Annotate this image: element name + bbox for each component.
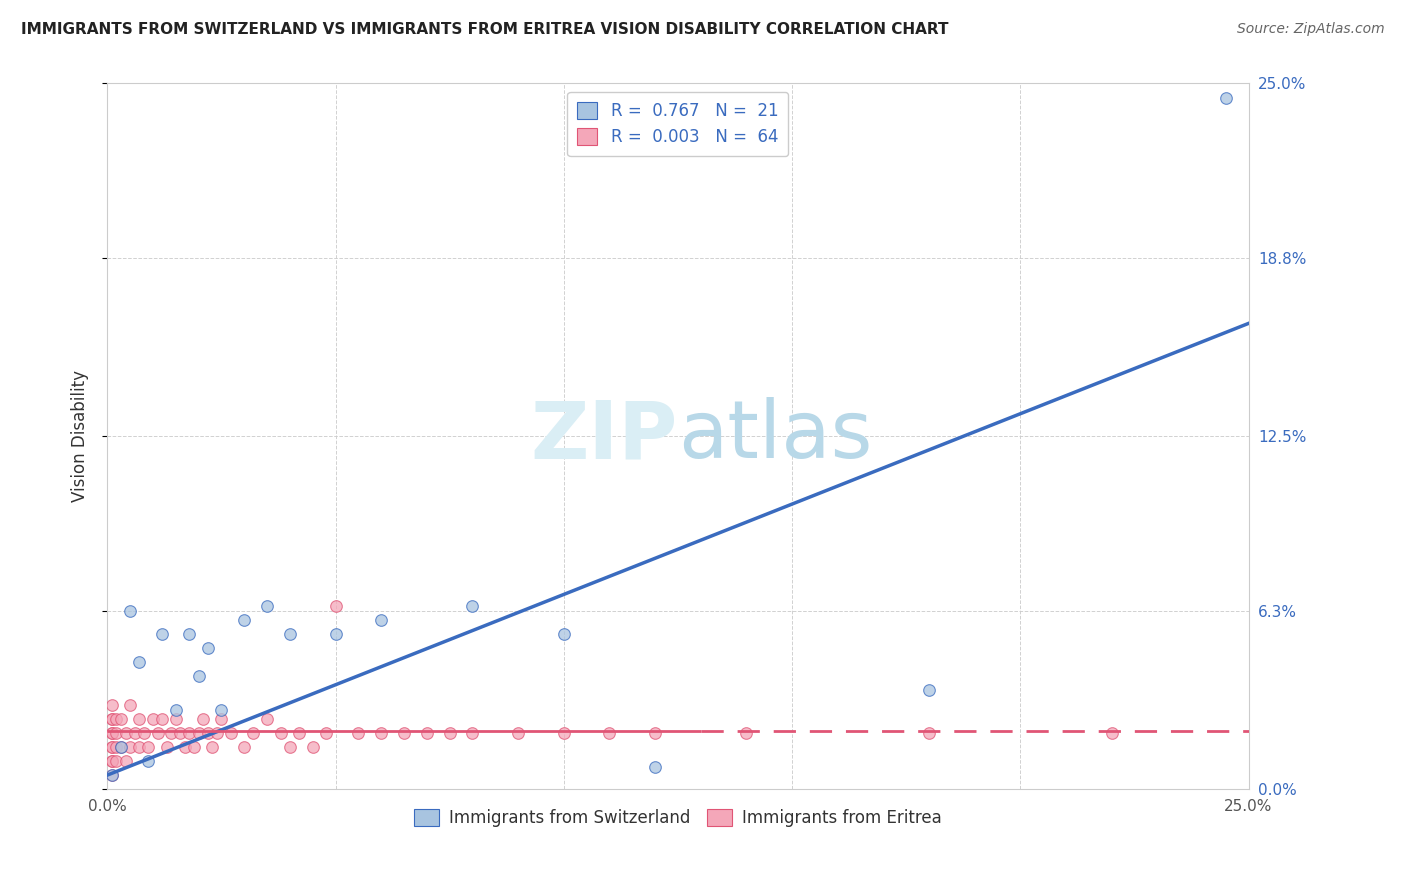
Point — [270, 725, 292, 739]
Point — [110, 739, 132, 754]
Point — [105, 712, 128, 726]
Point — [242, 725, 264, 739]
Point — [146, 725, 169, 739]
Point — [101, 712, 124, 726]
Point — [110, 712, 132, 726]
Point — [105, 754, 128, 768]
Point — [142, 712, 165, 726]
Point — [101, 698, 124, 712]
Point — [461, 725, 484, 739]
Point — [187, 669, 209, 683]
Point — [101, 768, 124, 782]
Point — [120, 698, 142, 712]
Point — [101, 754, 124, 768]
Point — [201, 739, 224, 754]
Point — [120, 739, 142, 754]
Point — [101, 739, 124, 754]
Point — [461, 599, 484, 613]
Point — [209, 703, 232, 717]
Point — [553, 725, 575, 739]
Text: ZIP: ZIP — [530, 397, 678, 475]
Point — [315, 725, 337, 739]
Point — [114, 725, 136, 739]
Point — [288, 725, 311, 739]
Point — [205, 725, 228, 739]
Point — [416, 725, 439, 739]
Point — [439, 725, 461, 739]
Point — [209, 712, 232, 726]
Point — [174, 739, 197, 754]
Point — [1101, 725, 1123, 739]
Point — [179, 627, 201, 641]
Point — [179, 725, 201, 739]
Point — [114, 754, 136, 768]
Point — [169, 725, 191, 739]
Legend: Immigrants from Switzerland, Immigrants from Eritrea: Immigrants from Switzerland, Immigrants … — [408, 802, 949, 834]
Point — [183, 739, 205, 754]
Point — [219, 725, 242, 739]
Point — [110, 739, 132, 754]
Point — [301, 739, 323, 754]
Point — [101, 712, 124, 726]
Point — [553, 627, 575, 641]
Point — [156, 739, 179, 754]
Text: IMMIGRANTS FROM SWITZERLAND VS IMMIGRANTS FROM ERITREA VISION DISABILITY CORRELA: IMMIGRANTS FROM SWITZERLAND VS IMMIGRANT… — [21, 22, 949, 37]
Point — [128, 655, 150, 669]
Point — [325, 599, 347, 613]
Point — [197, 641, 219, 656]
Point — [197, 725, 219, 739]
Point — [128, 712, 150, 726]
Point — [138, 754, 160, 768]
Point — [1215, 90, 1237, 104]
Point — [918, 683, 941, 698]
Point — [101, 768, 124, 782]
Point — [128, 739, 150, 754]
Point — [120, 604, 142, 618]
Point — [191, 712, 214, 726]
Point — [325, 627, 347, 641]
Point — [150, 627, 173, 641]
Point — [370, 613, 392, 627]
Point — [187, 725, 209, 739]
Point — [101, 739, 124, 754]
Point — [101, 725, 124, 739]
Point — [392, 725, 415, 739]
Text: Source: ZipAtlas.com: Source: ZipAtlas.com — [1237, 22, 1385, 37]
Point — [101, 754, 124, 768]
Point — [508, 725, 530, 739]
Point — [278, 739, 301, 754]
Point — [165, 703, 187, 717]
Y-axis label: Vision Disability: Vision Disability — [72, 370, 89, 502]
Point — [256, 599, 278, 613]
Point — [347, 725, 370, 739]
Point — [150, 712, 173, 726]
Point — [101, 725, 124, 739]
Point — [233, 739, 256, 754]
Point — [256, 712, 278, 726]
Point — [132, 725, 155, 739]
Point — [160, 725, 183, 739]
Point — [598, 725, 620, 739]
Point — [644, 759, 666, 773]
Point — [918, 725, 941, 739]
Point — [233, 613, 256, 627]
Point — [735, 725, 758, 739]
Point — [105, 739, 128, 754]
Text: atlas: atlas — [678, 397, 872, 475]
Point — [105, 725, 128, 739]
Point — [278, 627, 301, 641]
Point — [124, 725, 146, 739]
Point — [165, 712, 187, 726]
Point — [644, 725, 666, 739]
Point — [138, 739, 160, 754]
Point — [370, 725, 392, 739]
